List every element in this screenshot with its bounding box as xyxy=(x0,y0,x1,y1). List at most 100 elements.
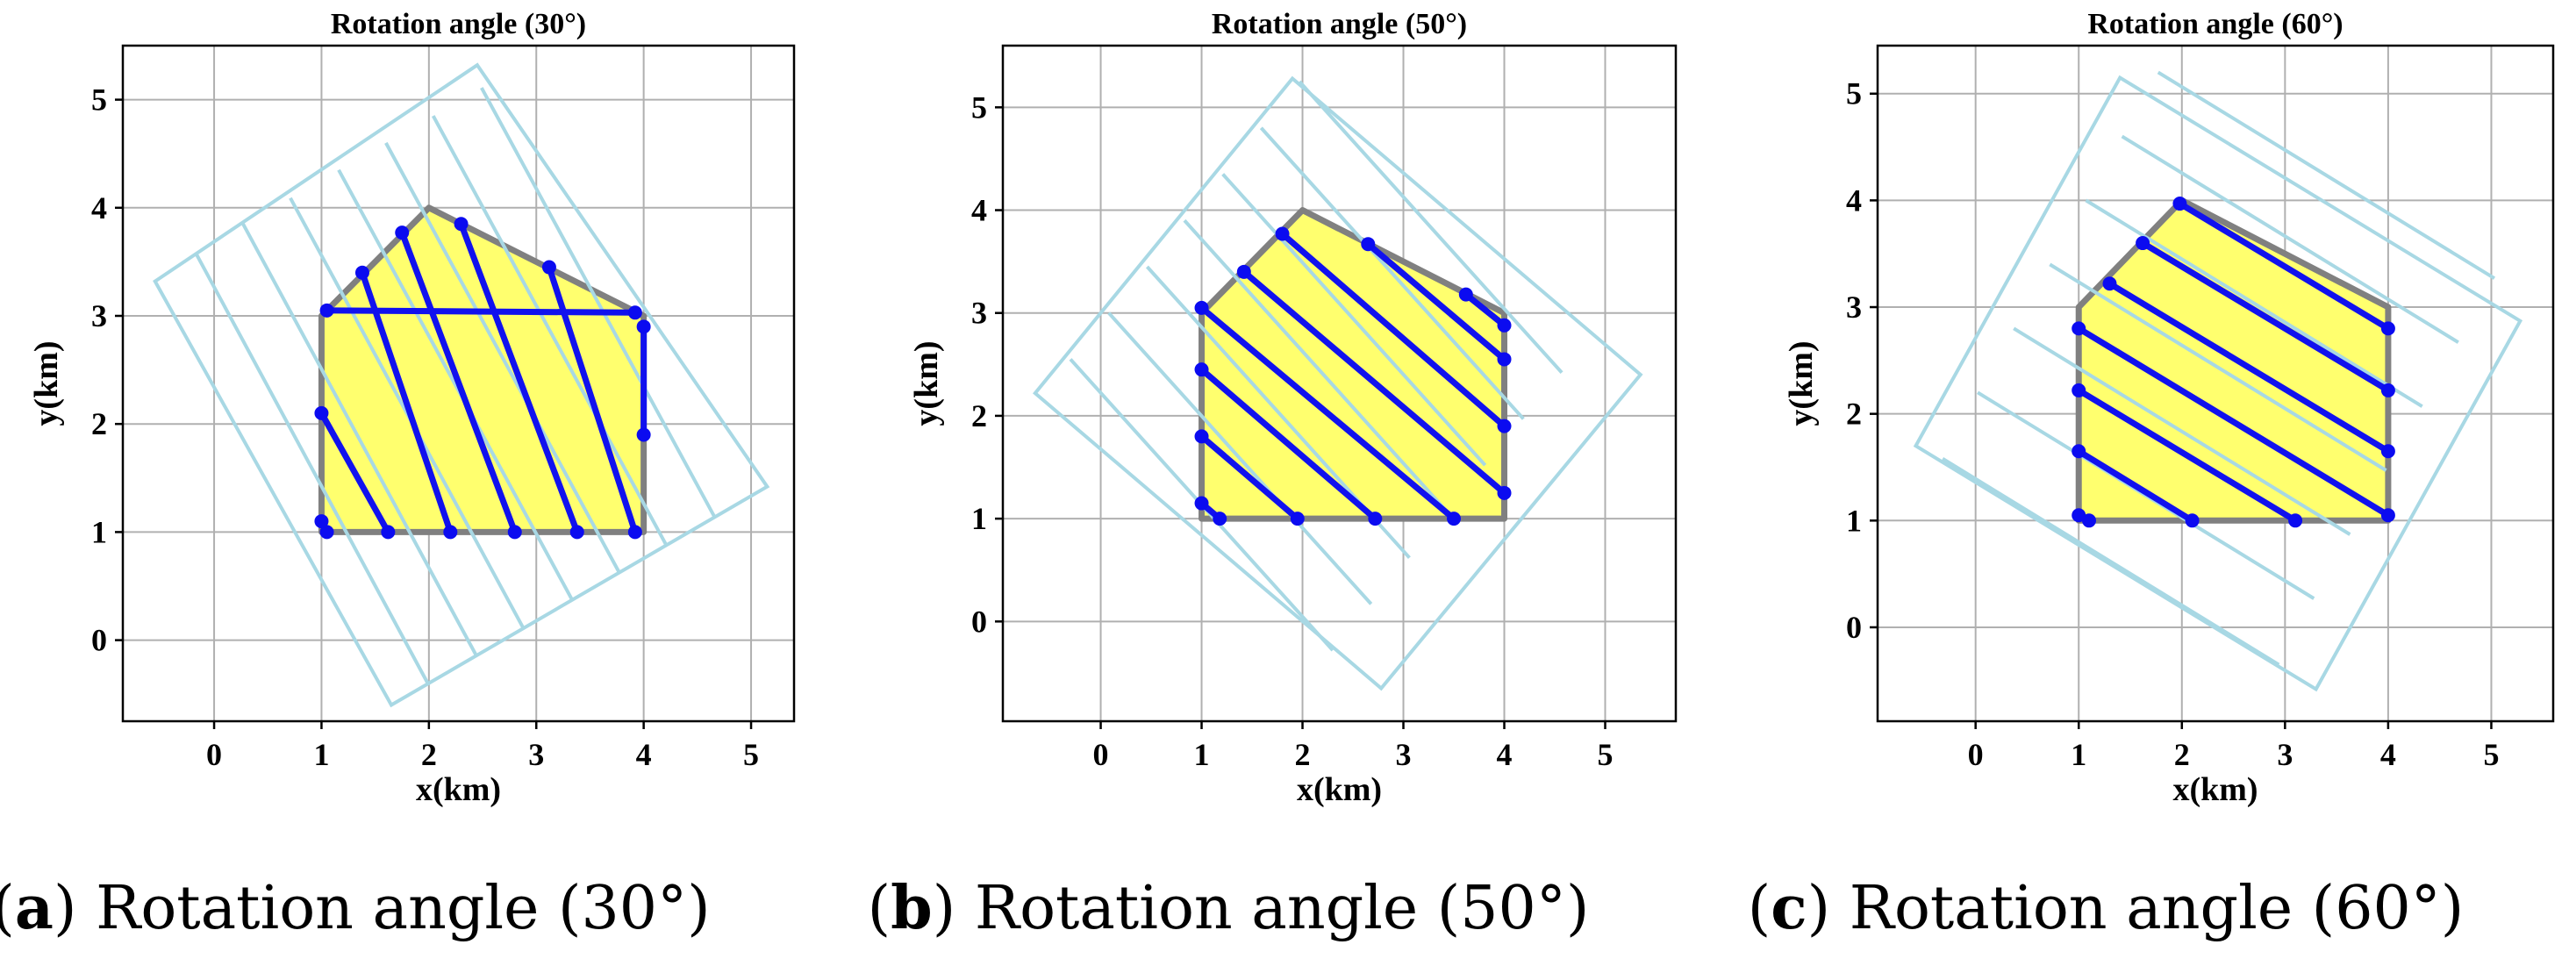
plot-area: 0 1 2 3 4 5 0 1 2 3 4 5 xyxy=(1846,44,2555,772)
x-axis-label: x(km) xyxy=(2172,771,2258,808)
path-point xyxy=(1194,362,1209,377)
path-segment xyxy=(1199,304,1457,522)
path-point xyxy=(1458,287,1473,302)
y-tick-label: 3 xyxy=(91,298,107,333)
x-axis-label: x(km) xyxy=(1297,771,1382,808)
path-point xyxy=(1497,318,1512,333)
y-tick-label: 3 xyxy=(971,296,987,331)
x-tick-label: 4 xyxy=(1497,737,1513,772)
caption-text: ) Rotation angle (30°) xyxy=(54,874,711,943)
rotated-grid-line xyxy=(2013,326,2351,536)
rotated-grid-line xyxy=(384,141,621,573)
y-tick-label: 5 xyxy=(91,82,107,118)
x-tick-label: 0 xyxy=(1968,737,1984,772)
path-point xyxy=(2288,513,2303,528)
path-segment xyxy=(1199,366,1378,522)
path-segment xyxy=(458,220,581,535)
y-tick-label: 4 xyxy=(1846,182,1862,218)
y-tick-label: 2 xyxy=(1846,397,1862,432)
path-point xyxy=(1275,226,1290,241)
plot-area: 0 1 2 3 4 5 0 1 2 3 4 5 xyxy=(91,44,796,772)
path-point xyxy=(627,525,642,540)
path-segment xyxy=(2139,240,2392,394)
rotated-grid-line xyxy=(1221,173,1487,467)
path-point xyxy=(2172,197,2187,211)
rotated-grid-line xyxy=(1183,218,1449,513)
y-tick-label: 1 xyxy=(1846,503,1862,538)
caption-letter: a xyxy=(15,873,54,943)
path-point xyxy=(1236,264,1251,279)
y-tick-label: 2 xyxy=(91,406,107,441)
path-point xyxy=(1290,512,1305,526)
x-tick-label: 4 xyxy=(636,737,652,772)
path-point xyxy=(1497,352,1512,367)
path-point xyxy=(2102,276,2117,291)
x-tick-label: 3 xyxy=(528,737,544,772)
path-point xyxy=(314,405,329,420)
path-point xyxy=(2380,321,2395,336)
path-point xyxy=(1194,496,1209,511)
path-point xyxy=(2380,508,2395,523)
path-point xyxy=(627,305,642,320)
path-point xyxy=(1497,419,1512,433)
rotated-grid-line xyxy=(480,87,717,519)
path-point xyxy=(1447,512,1462,526)
path-segment xyxy=(2107,280,2392,454)
x-tick-label: 3 xyxy=(2277,737,2293,772)
path-segment xyxy=(2075,325,2392,519)
rotated-grid-line xyxy=(2049,262,2387,472)
path-point xyxy=(541,260,556,275)
path-point xyxy=(1361,237,1376,252)
y-tick-label: 0 xyxy=(1846,610,1862,645)
path-point xyxy=(1194,300,1209,315)
rotated-grid-outline xyxy=(1033,75,1643,691)
path-point xyxy=(395,225,410,240)
y-tick-label: 4 xyxy=(971,193,987,228)
caption-letter: b xyxy=(891,873,933,943)
y-axis-label: y(km) xyxy=(908,340,945,426)
x-tick-label: 1 xyxy=(313,737,329,772)
path-point xyxy=(2072,444,2086,459)
rotated-grid-line xyxy=(241,223,478,656)
path-segment xyxy=(318,410,391,535)
y-tick-label: 2 xyxy=(971,398,987,433)
path-point xyxy=(2136,236,2150,251)
path-segment xyxy=(398,229,519,535)
rotated-grid-line xyxy=(431,115,669,547)
path-point xyxy=(2380,444,2395,459)
chart-title: Rotation angle (60°) xyxy=(2087,8,2343,40)
y-axis-label: y(km) xyxy=(28,340,65,426)
rotated-grid-line xyxy=(194,252,430,684)
axes-frame xyxy=(1001,44,1678,723)
path-point xyxy=(354,265,369,280)
x-tick-label: 3 xyxy=(1396,737,1412,772)
axes-frame xyxy=(121,44,796,723)
y-tick-label: 1 xyxy=(91,514,107,549)
path-segment xyxy=(2075,387,2299,524)
y-axis-label: y(km) xyxy=(1783,340,1820,426)
x-tick-label: 0 xyxy=(206,737,222,772)
rotated-grid-line xyxy=(1298,80,1563,375)
chart-title: Rotation angle (30°) xyxy=(331,8,586,40)
rotated-grid-line xyxy=(2157,70,2496,280)
rotated-grid-line xyxy=(1107,311,1373,605)
caption: (b) Rotation angle (50°) xyxy=(868,873,1590,943)
path-segment xyxy=(1279,230,1508,430)
x-tick-label: 1 xyxy=(2071,737,2086,772)
y-tick-label: 0 xyxy=(91,623,107,658)
rotated-grid-outline xyxy=(153,62,770,708)
path-point xyxy=(1213,512,1227,526)
x-tick-label: 4 xyxy=(2380,737,2396,772)
path-point xyxy=(569,525,584,540)
y-tick-label: 4 xyxy=(91,190,107,225)
path-point xyxy=(636,319,651,334)
coverage-region xyxy=(318,204,648,535)
x-tick-label: 2 xyxy=(2174,737,2190,772)
path-point xyxy=(454,217,469,232)
y-tick-label: 0 xyxy=(971,604,987,639)
path-segment xyxy=(359,269,454,535)
path-point xyxy=(507,525,522,540)
path-point xyxy=(2081,513,2096,528)
